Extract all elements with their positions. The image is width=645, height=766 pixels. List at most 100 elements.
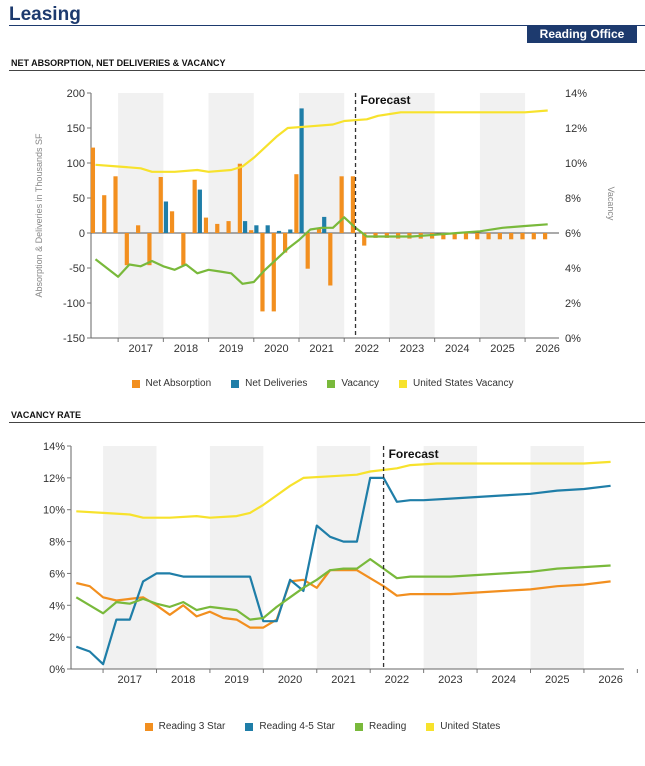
absorption-bar xyxy=(169,211,175,233)
absorption-bar xyxy=(509,233,514,240)
absorption-bar xyxy=(316,228,322,233)
y-tick-label: 0% xyxy=(49,664,65,676)
deliveries-bar xyxy=(163,201,169,233)
x-tick-label: 2018 xyxy=(174,343,198,355)
y2-tick-label: 4% xyxy=(565,263,581,275)
y2-tick-label: 8% xyxy=(565,193,581,205)
vacancy-line xyxy=(94,216,548,285)
x-tick-label: 2019 xyxy=(219,343,243,355)
chart1-title: NET ABSORPTION, NET DELIVERIES & VACANCY xyxy=(11,58,226,68)
absorption-bar xyxy=(441,233,446,240)
reading-4-5-star-line xyxy=(75,476,611,666)
absorption-bar xyxy=(158,177,163,233)
year-band xyxy=(389,93,435,338)
y-tick-label: 10% xyxy=(43,505,65,517)
y2-tick-label: 0% xyxy=(565,333,581,345)
y2-tick-label: 10% xyxy=(565,158,587,170)
absorption-bar xyxy=(350,176,356,233)
deliveries-bar xyxy=(254,225,259,233)
year-band xyxy=(209,446,264,669)
y-tick-label: 150 xyxy=(67,123,85,135)
chart1-legend: Net Absorption Net Deliveries Vacancy Unite… xyxy=(0,378,645,389)
year-band xyxy=(479,93,526,338)
y-tick-label: 2% xyxy=(49,632,65,644)
forecast-label: Forecast xyxy=(389,447,439,461)
x-tick-label: 2026 xyxy=(598,674,622,686)
legend-item-reading-4-5-star: Reading 4-5 Star xyxy=(245,721,335,732)
year-band xyxy=(530,446,584,669)
y2-tick-label: 12% xyxy=(565,123,587,135)
absorption-bar xyxy=(497,233,502,240)
absorption-bar xyxy=(328,233,333,286)
deliveries-bar xyxy=(197,189,202,233)
y-tick-label: 4% xyxy=(49,600,65,612)
y2-tick-label: 6% xyxy=(565,228,581,240)
legend-swatch xyxy=(399,379,408,388)
absorption-bar xyxy=(124,233,129,266)
x-tick-label: 2024 xyxy=(445,343,469,355)
x-tick-label: 2020 xyxy=(264,343,288,355)
legend-item-vacancy: Vacancy xyxy=(327,378,379,389)
absorption-bar xyxy=(237,163,242,233)
y2-axis-label: Vacancy xyxy=(606,187,616,221)
y-tick-label: -100 xyxy=(63,298,85,310)
deliveries-bar xyxy=(276,230,282,233)
chart2-title: VACANCY RATE xyxy=(11,410,82,420)
absorption-bar xyxy=(192,179,197,233)
legend-swatch xyxy=(327,379,336,388)
absorption-bar xyxy=(147,233,152,266)
year-band xyxy=(423,446,478,669)
x-tick-label: 2025 xyxy=(545,674,569,686)
legend-label: United States Vacancy xyxy=(413,378,514,389)
x-tick-label: 2018 xyxy=(171,674,195,686)
legend-swatch xyxy=(231,379,240,388)
office-badge: Reading Office xyxy=(527,25,637,43)
legend-item-reading: Reading xyxy=(355,721,406,732)
page-title: Leasing xyxy=(9,4,81,25)
x-tick-label: 2025 xyxy=(490,343,514,355)
deliveries-bar xyxy=(299,108,304,233)
forecast-label: Forecast xyxy=(361,93,411,107)
x-tick-label: 2022 xyxy=(385,674,409,686)
absorption-chart: 2017 2018 2019 2020 2021 2022 2023 2024 2025 2026… xyxy=(34,88,616,355)
title-rule xyxy=(9,25,645,26)
absorption-bar xyxy=(475,233,480,240)
absorption-bar xyxy=(136,225,141,233)
absorption-bar xyxy=(249,230,254,233)
y-tick-label: 0 xyxy=(79,228,85,240)
legend-label: Reading 3 Star xyxy=(158,721,226,732)
absorption-bar xyxy=(339,176,344,233)
absorption-bar xyxy=(362,233,367,246)
deliveries-bar xyxy=(288,229,293,233)
absorption-bar xyxy=(113,176,118,233)
x-tick-label: 2023 xyxy=(400,343,424,355)
y-tick-label: 14% xyxy=(43,441,65,453)
legend-label: Vacancy xyxy=(341,378,380,389)
absorption-bar xyxy=(520,233,525,240)
absorption-bar xyxy=(90,147,96,233)
legend-swatch xyxy=(245,722,254,731)
legend-swatch xyxy=(144,722,153,731)
x-tick-label: 2017 xyxy=(118,674,142,686)
legend-label: Net Deliveries xyxy=(245,378,308,389)
y-tick-label: 8% xyxy=(49,537,65,549)
y-tick-label: 12% xyxy=(43,473,65,485)
x-tick-label: 2017 xyxy=(128,343,152,355)
united-states-line xyxy=(76,460,611,519)
deliveries-bar xyxy=(265,225,270,233)
legend-swatch xyxy=(355,722,363,731)
legend-label: Reading 4-5 Star xyxy=(259,721,335,732)
y-tick-label: 50 xyxy=(73,193,85,205)
deliveries-bar xyxy=(322,216,327,233)
united-states-vacancy-line xyxy=(95,109,548,173)
x-tick-label: 2024 xyxy=(492,674,516,686)
chart2-legend: Reading 3 Star Reading 4-5 Star Reading Uni… xyxy=(0,721,645,732)
absorption-bar xyxy=(305,233,310,269)
legend-item-net-absorption: Net Absorption xyxy=(131,378,211,389)
year-band xyxy=(208,93,254,338)
absorption-bar xyxy=(463,233,469,240)
y2-tick-label: 2% xyxy=(565,298,581,310)
absorption-bar xyxy=(282,233,288,253)
vacancy-rate-chart: 2017 2018 2019 2020 2021 2022 2023 2024 2025 2026… xyxy=(43,441,638,686)
x-tick-label: 2019 xyxy=(224,674,248,686)
